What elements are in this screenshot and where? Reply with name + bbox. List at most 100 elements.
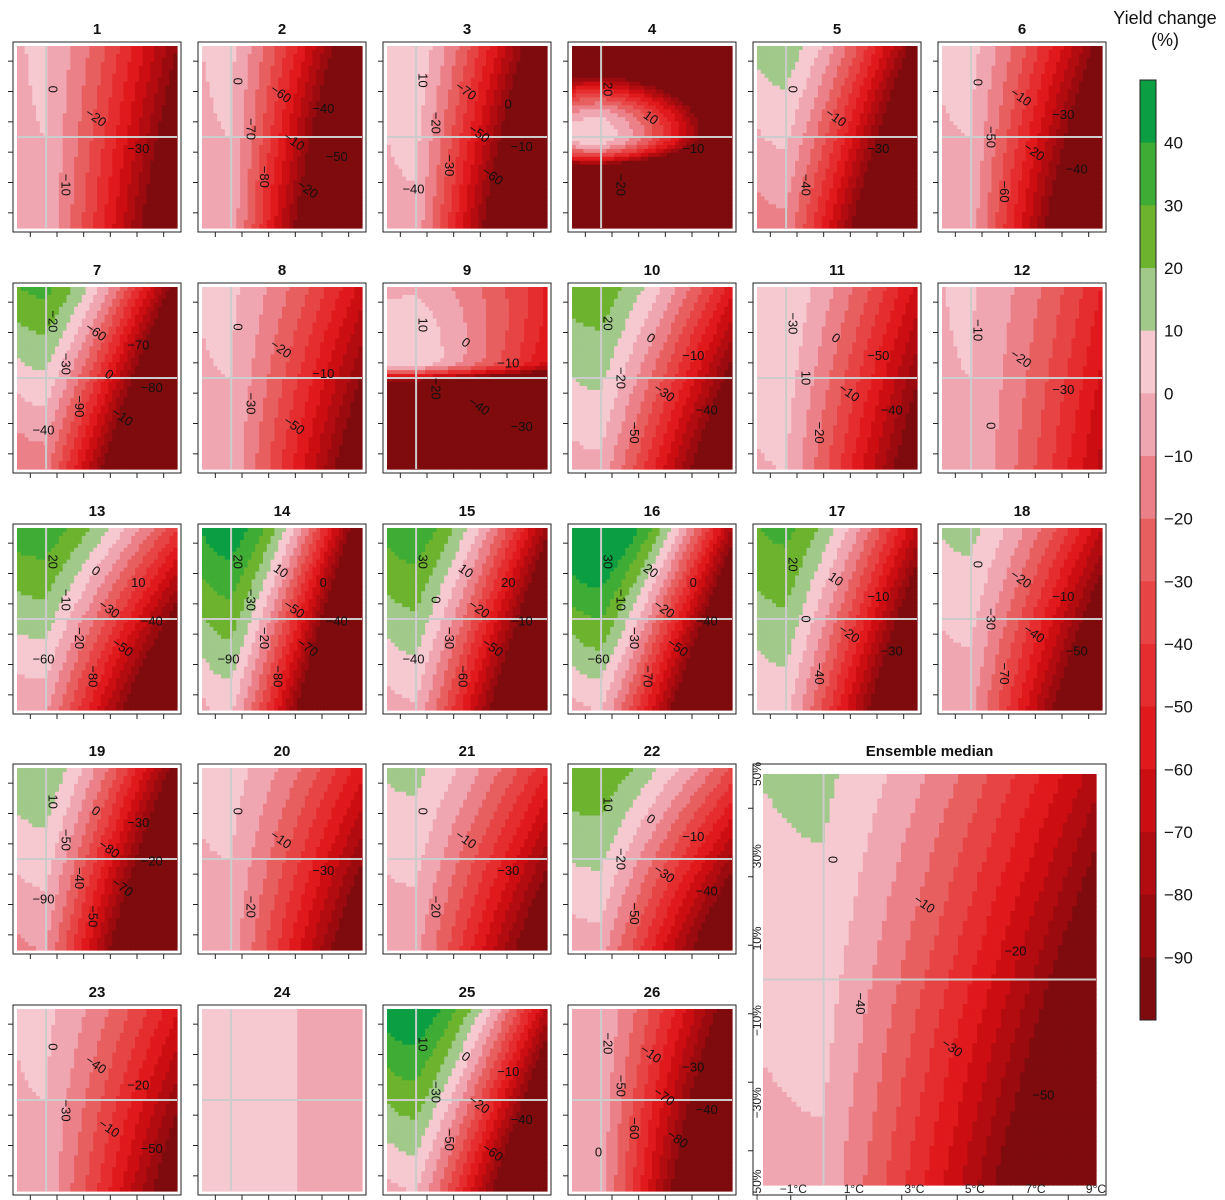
contour-cell [108,145,112,150]
contour-cell [74,50,78,55]
contour-cell [202,113,206,118]
contour-cell [32,173,36,178]
contour-cell [82,181,86,186]
contour-cell [86,66,90,71]
contour-cell [173,46,177,51]
contour-cell [36,74,40,79]
contour-cell [127,90,131,95]
contour-cell [59,169,63,174]
contour-cell [206,93,210,98]
contour-cell [147,78,151,83]
contour-cell [17,93,21,98]
contour-cell [112,97,116,102]
contour-cell [166,70,170,75]
contour-cell [116,74,120,79]
contour-cell [21,62,25,67]
contour-cell [82,200,86,205]
contour-cell [158,212,162,217]
contour-cell [120,204,124,209]
contour-cell [158,70,162,75]
contour-cell [154,216,158,221]
contour-cell [63,97,67,102]
contour-cell [25,121,29,126]
contour-cell [150,224,154,229]
contour-cell [127,46,131,51]
contour-cell [202,192,206,197]
contour-cell [166,50,170,55]
contour-cell [55,121,59,126]
contour-cell [17,157,21,162]
contour-cell [55,208,59,213]
contour-cell [120,200,124,205]
contour-cell [147,181,151,186]
contour-cell [40,181,44,186]
contour-cell [147,188,151,193]
contour-cell [154,86,158,91]
contour-cell [135,58,139,63]
contour-cell [25,169,29,174]
contour-cell [131,105,135,110]
contour-cell [139,46,143,51]
contour-cell [173,58,177,63]
contour-cell [120,220,124,225]
contour-cell [108,165,112,170]
contour-cell [135,173,139,178]
contour-cell [166,121,170,126]
contour-cell [105,109,109,114]
contour-cell [63,101,67,106]
contour-cell [143,70,147,75]
contour-cell [124,74,128,79]
contour-cell [150,117,154,122]
contour-cell [101,161,105,166]
contour-cell [55,54,59,59]
contour-cell [63,109,67,114]
contour-cell [40,216,44,221]
contour-cell [154,46,158,51]
contour-cell [143,82,147,87]
contour-cell [32,200,36,205]
contour-cell [120,50,124,55]
contour-cell [17,153,21,158]
contour-cell [108,129,112,134]
contour-cell [32,97,36,102]
contour-cell [89,184,93,189]
contour-cell [74,109,78,114]
contour-cell [51,125,55,130]
contour-cell [112,90,116,95]
contour-cell [150,46,154,51]
contour-cell [169,46,173,51]
contour-cell [108,192,112,197]
contour-cell [143,177,147,182]
contour-cell [63,145,67,150]
contour-cell [131,224,135,229]
contour-cell [67,196,71,201]
contour-cell [206,97,210,102]
contour-cell [202,82,206,87]
contour-cell [63,220,67,225]
contour-cell [169,188,173,193]
contour-cell [51,220,55,225]
contour-cell [120,74,124,79]
contour-cell [59,204,63,209]
contour-cell [63,78,67,83]
contour-cell [97,97,101,102]
contour-cell [17,121,21,126]
contour-cell [36,86,40,91]
contour-cell [74,82,78,87]
contour-cell [108,208,112,213]
contour-cell [120,93,124,98]
contour-cell [101,141,105,146]
contour-cell [154,153,158,158]
contour-cell [17,101,21,106]
contour-cell [82,121,86,126]
contour-cell [82,208,86,213]
contour-cell [28,165,32,170]
contour-cell [78,161,82,166]
contour-cell [116,184,120,189]
contour-cell [93,188,97,193]
contour-cell [86,216,90,221]
contour-cell [67,145,71,150]
contour-cell [105,145,109,150]
contour-cell [28,196,32,201]
